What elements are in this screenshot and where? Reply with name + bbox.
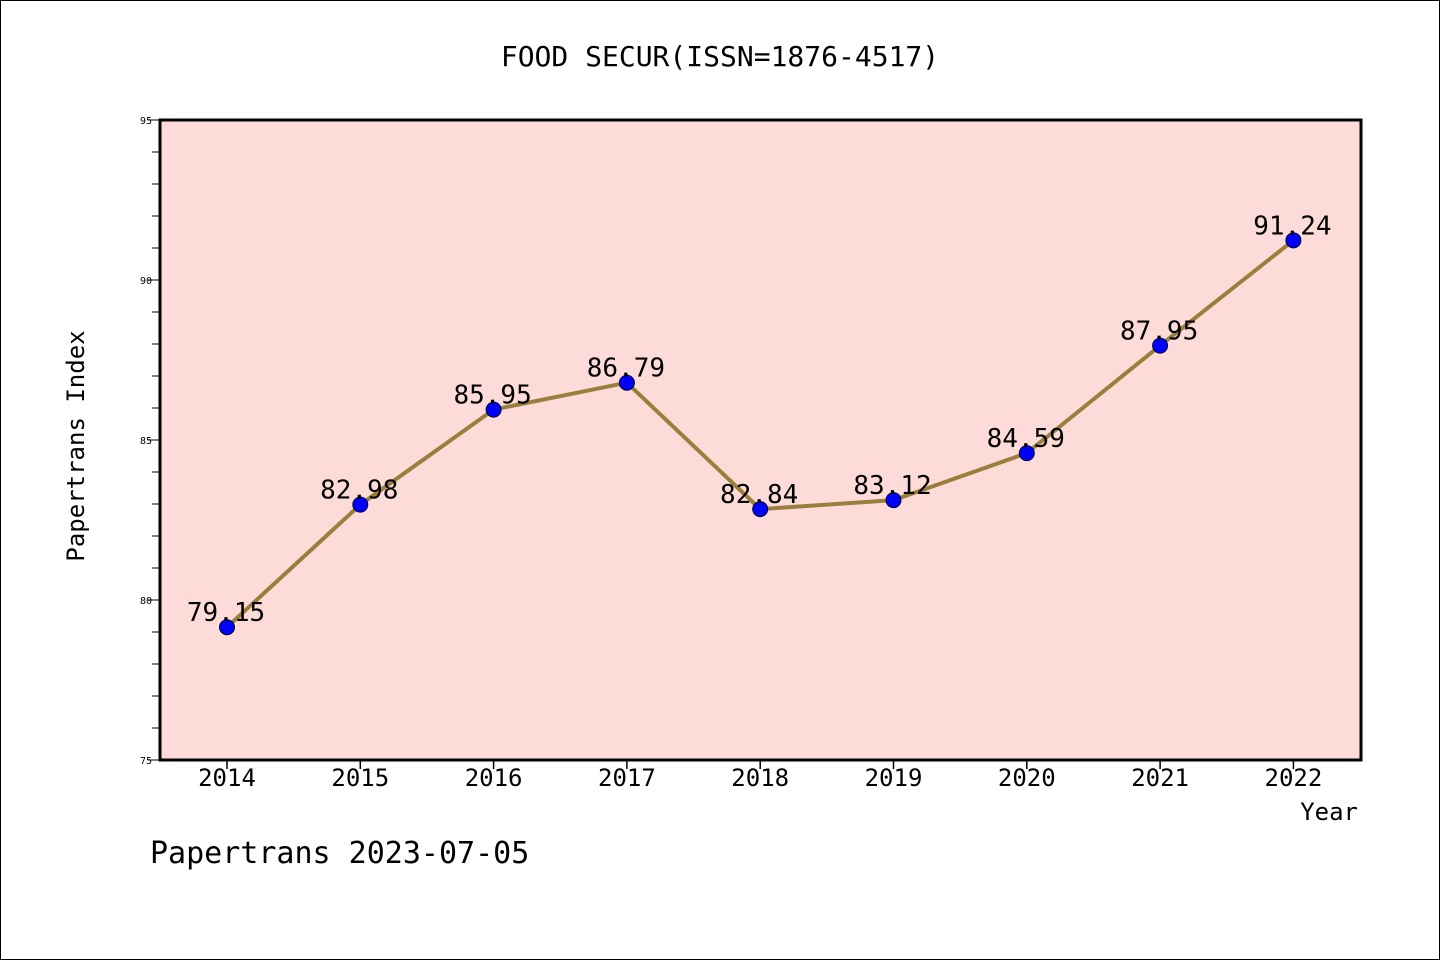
data-labels: 79.15 82.98 85.95 86.79 82.84 83.12 84.59 87.95… [187,211,1332,628]
y-tick-label: 75 [140,756,152,767]
x-tick-label: 2016 [465,764,523,792]
y-tick-label: 90 [140,276,152,287]
x-tick-label: 2022 [1265,764,1323,792]
data-point [485,401,502,418]
x-tick-label: 2020 [998,764,1056,792]
x-axis-label: Year [1300,798,1358,826]
data-point [1285,232,1302,249]
data-point [885,492,902,509]
y-axis-label: Papertrans Index [62,330,90,561]
data-label: 87.95 [1120,317,1198,347]
data-label: 86.79 [587,354,665,384]
data-point [352,496,369,513]
data-points [219,232,1302,636]
data-point [1018,445,1035,462]
x-tick-label: 2019 [865,764,923,792]
data-point [752,501,769,518]
data-point [1152,337,1169,354]
x-tick-labels: 2014 2015 2016 2017 2018 2019 2020 2021 2022 [198,764,1322,792]
x-tick-label: 2017 [598,764,656,792]
y-tick-label: 80 [140,596,152,607]
y-tick-label: 95 [140,116,152,127]
data-label: 85.95 [453,381,531,411]
data-label: 82.98 [320,476,398,506]
data-label: 82.84 [720,480,798,510]
y-tick-labels: 75 80 85 90 95 [140,116,152,767]
plot-border [158,118,1363,762]
data-label: 84.59 [987,424,1065,454]
data-label: 83.12 [853,471,931,501]
chart-title: FOOD SECUR(ISSN=1876-4517) [501,40,939,73]
data-point [618,374,635,391]
y-tick-label: 85 [140,436,152,447]
plot-area [160,120,1361,760]
x-tick-label: 2021 [1131,764,1189,792]
footer-credit: Papertrans 2023-07-05 [150,836,529,871]
x-tick-label: 2014 [198,764,256,792]
x-tick-label: 2015 [331,764,389,792]
data-label: 91.24 [1253,211,1331,241]
x-tick-label: 2018 [731,764,789,792]
data-point [219,619,235,636]
data-label: 79.15 [187,598,265,628]
